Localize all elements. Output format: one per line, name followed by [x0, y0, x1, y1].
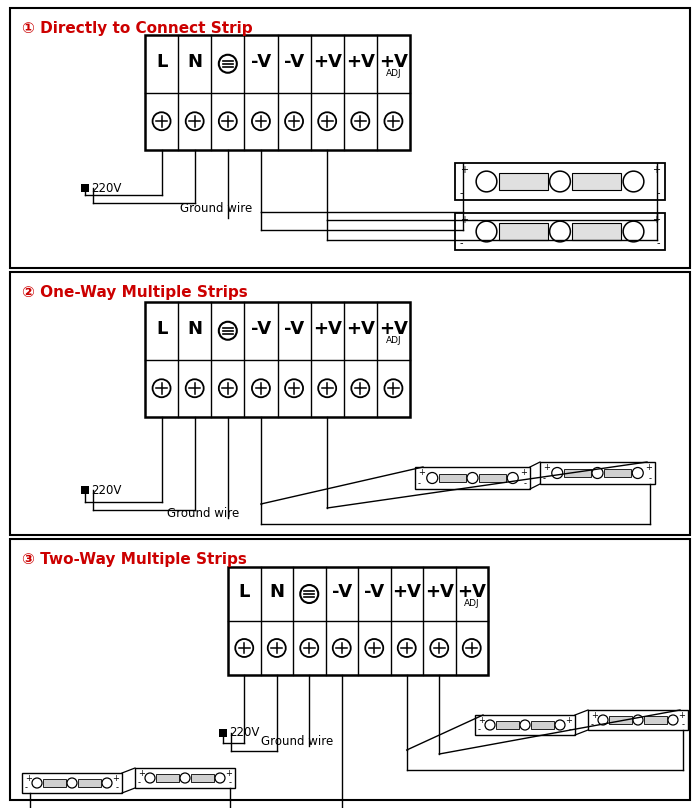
Text: ③ Two-Way Multiple Strips: ③ Two-Way Multiple Strips	[22, 552, 247, 567]
Text: +: +	[543, 463, 550, 472]
Text: +: +	[652, 165, 660, 175]
Polygon shape	[564, 469, 591, 478]
Text: +V: +V	[425, 583, 454, 601]
Text: ADJ: ADJ	[386, 336, 401, 345]
Text: -V: -V	[332, 583, 352, 601]
Text: -: -	[25, 783, 28, 792]
Text: -V: -V	[251, 320, 271, 338]
Text: -: -	[543, 474, 546, 483]
Polygon shape	[22, 773, 122, 793]
Text: -V: -V	[284, 320, 304, 338]
Polygon shape	[499, 173, 547, 190]
Polygon shape	[156, 774, 179, 782]
Text: L: L	[156, 53, 167, 71]
Text: 220V: 220V	[229, 726, 260, 739]
Text: -V: -V	[364, 583, 384, 601]
Text: +V: +V	[313, 53, 342, 71]
Text: +: +	[112, 774, 119, 783]
Polygon shape	[228, 567, 488, 675]
Text: -V: -V	[284, 53, 304, 71]
Polygon shape	[540, 462, 655, 484]
Text: +: +	[645, 463, 652, 472]
Text: +V: +V	[313, 320, 342, 338]
Text: -: -	[138, 778, 141, 787]
Text: -: -	[657, 238, 660, 248]
Text: +: +	[225, 769, 232, 778]
Polygon shape	[496, 721, 519, 729]
Polygon shape	[604, 469, 631, 478]
Text: +V: +V	[379, 320, 408, 338]
Text: L: L	[239, 583, 250, 601]
Text: +: +	[591, 711, 598, 720]
Text: ② One-Way Multiple Strips: ② One-Way Multiple Strips	[22, 285, 248, 300]
Polygon shape	[145, 302, 410, 417]
Polygon shape	[475, 715, 575, 735]
Text: -: -	[116, 783, 119, 792]
Text: -: -	[229, 778, 232, 787]
Text: +: +	[652, 215, 660, 225]
Polygon shape	[191, 774, 214, 782]
Text: L: L	[156, 320, 167, 338]
Polygon shape	[455, 213, 665, 250]
Polygon shape	[415, 467, 530, 489]
Polygon shape	[78, 779, 101, 787]
Text: N: N	[270, 583, 284, 601]
Text: +V: +V	[392, 583, 421, 601]
Text: -: -	[649, 474, 652, 483]
Text: 220V: 220V	[91, 182, 121, 195]
Text: +V: +V	[457, 583, 486, 601]
Text: +: +	[418, 468, 425, 477]
Polygon shape	[43, 779, 66, 787]
Polygon shape	[499, 223, 547, 240]
Polygon shape	[609, 716, 632, 724]
Text: -: -	[460, 188, 463, 198]
Text: +V: +V	[346, 53, 375, 71]
Text: -: -	[460, 238, 463, 248]
Polygon shape	[81, 184, 89, 192]
Text: +: +	[25, 774, 32, 783]
Text: Ground wire: Ground wire	[167, 507, 239, 520]
Text: -: -	[591, 720, 594, 729]
Polygon shape	[145, 35, 410, 150]
Text: -: -	[418, 479, 421, 488]
Polygon shape	[573, 223, 621, 240]
Text: +: +	[520, 468, 527, 477]
Polygon shape	[439, 473, 466, 482]
Polygon shape	[644, 716, 667, 724]
Polygon shape	[81, 486, 89, 494]
Text: +: +	[478, 716, 485, 725]
Text: -: -	[478, 725, 481, 734]
Polygon shape	[479, 473, 506, 482]
Text: -: -	[657, 188, 660, 198]
Text: 220V: 220V	[91, 483, 121, 496]
Text: -: -	[682, 720, 685, 729]
Polygon shape	[573, 173, 621, 190]
Text: N: N	[187, 320, 202, 338]
Polygon shape	[219, 729, 227, 737]
Text: Ground wire: Ground wire	[261, 735, 333, 748]
Polygon shape	[588, 710, 688, 730]
Text: +: +	[565, 716, 572, 725]
Text: +: +	[678, 711, 685, 720]
Polygon shape	[455, 163, 665, 200]
Text: +: +	[460, 215, 468, 225]
Text: -: -	[524, 479, 527, 488]
Polygon shape	[135, 768, 235, 788]
Text: ADJ: ADJ	[464, 600, 480, 608]
Text: ADJ: ADJ	[386, 69, 401, 78]
Text: N: N	[187, 53, 202, 71]
Text: +: +	[138, 769, 145, 778]
Text: -V: -V	[251, 53, 271, 71]
Text: +: +	[460, 165, 468, 175]
Polygon shape	[531, 721, 554, 729]
Text: Ground wire: Ground wire	[180, 202, 252, 215]
Text: +V: +V	[346, 320, 375, 338]
Text: +V: +V	[379, 53, 408, 71]
Text: ① Directly to Connect Strip: ① Directly to Connect Strip	[22, 21, 253, 36]
Text: -: -	[569, 725, 572, 734]
